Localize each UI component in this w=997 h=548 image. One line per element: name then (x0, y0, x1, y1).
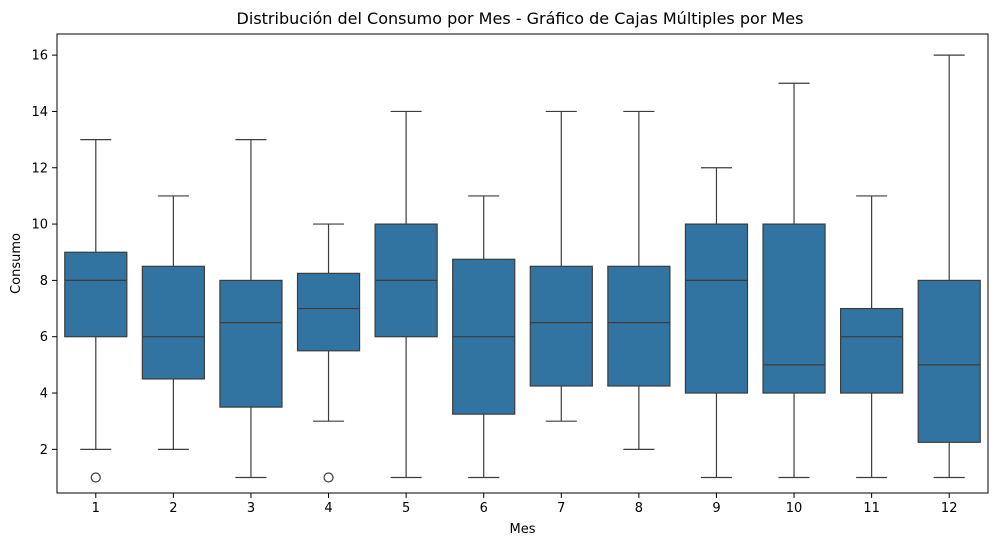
box-group-month-1 (64, 138, 128, 483)
y-tick-label: 6 (40, 330, 48, 345)
box-group-month-5 (374, 110, 438, 479)
x-tick-label: 4 (324, 501, 332, 516)
chart-title: Distribución del Consumo por Mes - Gráfi… (237, 9, 804, 28)
x-tick-label: 1 (92, 501, 100, 516)
box-iqr (219, 279, 283, 408)
box-iqr (762, 223, 826, 394)
box-iqr (684, 223, 749, 394)
box-group-month-2 (141, 195, 206, 450)
y-tick-label: 10 (31, 218, 48, 233)
box-group-month-6 (452, 195, 516, 479)
box-iqr (64, 251, 128, 338)
y-tick-label: 8 (40, 274, 48, 289)
x-tick-label: 8 (635, 501, 643, 516)
box-group-month-3 (219, 138, 283, 479)
outlier-point (90, 472, 101, 483)
x-tick-label: 5 (402, 501, 410, 516)
box-group-month-12 (917, 54, 981, 479)
x-tick-label: 10 (786, 501, 803, 516)
box-group-month-10 (762, 82, 826, 479)
box-group-month-9 (684, 167, 749, 479)
box-iqr (296, 272, 361, 352)
box-iqr (839, 307, 904, 394)
x-tick-label: 9 (712, 501, 720, 516)
y-tick-label: 2 (40, 443, 48, 458)
y-tick-label: 12 (31, 161, 48, 176)
y-tick-label: 16 (31, 49, 48, 64)
plot-frame (56, 33, 989, 494)
x-tick-label: 7 (557, 501, 565, 516)
box-group-month-11 (839, 195, 904, 479)
x-tick-label: 6 (480, 501, 488, 516)
x-tick-label: 3 (247, 501, 255, 516)
box-iqr (607, 265, 671, 387)
x-tick-label: 2 (169, 501, 177, 516)
box-group-month-8 (607, 110, 671, 450)
box-group-month-4 (296, 223, 361, 483)
box-iqr (141, 265, 206, 380)
box-iqr (917, 279, 981, 443)
outlier-point (323, 472, 334, 483)
y-axis-label: Consumo (9, 233, 24, 294)
y-tick-label: 4 (40, 387, 48, 402)
box-group-month-7 (529, 110, 593, 422)
x-tick-label: 11 (863, 501, 880, 516)
x-axis-label: Mes (510, 522, 536, 537)
box-iqr (529, 265, 593, 387)
x-tick-label: 12 (941, 501, 958, 516)
y-tick-label: 14 (31, 105, 48, 120)
